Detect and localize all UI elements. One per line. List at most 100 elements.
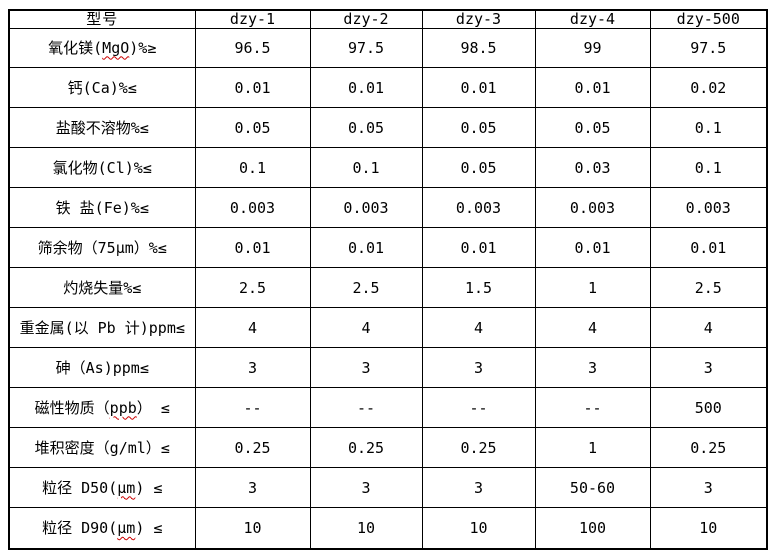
table-cell: 1 — [534, 267, 651, 309]
row-label: 粒径 D90(μm) ≤ — [8, 507, 196, 550]
table-cell: 10 — [309, 507, 423, 550]
table-row: 磁性物质（ppb） ≤ -- -- -- -- 500 — [8, 387, 768, 429]
table-cell: 0.1 — [649, 107, 768, 149]
table-row: 筛余物（75μm）%≤ 0.01 0.01 0.01 0.01 0.01 — [8, 227, 768, 269]
table-row: 重金属(以 Pb 计)ppm≤ 4 4 4 4 4 — [8, 307, 768, 349]
table-cell: 0.003 — [194, 187, 311, 229]
table-row: 粒径 D50(μm) ≤ 3 3 3 50-60 3 — [8, 467, 768, 509]
table-cell: 0.02 — [649, 67, 768, 109]
row-label-text: ） ≤ — [136, 398, 170, 417]
row-label-text: 粒径 D90( — [42, 518, 118, 537]
table-cell: 0.01 — [194, 227, 311, 269]
table-cell: 0.01 — [649, 227, 768, 269]
row-label: 砷（As)ppm≤ — [8, 347, 196, 389]
table-cell: 96.5 — [194, 27, 311, 69]
row-label: 堆积密度（g/ml）≤ — [8, 427, 196, 469]
table-cell: 4 — [421, 307, 536, 349]
table-cell: 2.5 — [309, 267, 423, 309]
table-cell: 0.01 — [534, 67, 651, 109]
table-cell: 500 — [649, 387, 768, 429]
table-cell: 1 — [534, 427, 651, 469]
row-label-text: 重金属(以 Pb 计)ppm≤ — [19, 318, 185, 337]
table-cell: -- — [421, 387, 536, 429]
table-cell: 97.5 — [309, 27, 423, 69]
table-cell: 3 — [649, 347, 768, 389]
table-cell: -- — [534, 387, 651, 429]
table-cell: 4 — [194, 307, 311, 349]
row-label-text: )%≥ — [129, 38, 157, 57]
row-label: 钙(Ca)%≤ — [8, 67, 196, 109]
row-label-text: 盐酸不溶物%≤ — [55, 118, 149, 137]
table-cell: 4 — [649, 307, 768, 349]
table-cell: 10 — [421, 507, 536, 550]
spellcheck-underlined-text: μm — [117, 518, 136, 537]
table-cell: 0.03 — [534, 147, 651, 189]
table-cell: 4 — [309, 307, 423, 349]
table-cell: 3 — [421, 347, 536, 389]
row-label-text: 灼烧失量%≤ — [63, 278, 142, 297]
table-cell: 0.01 — [421, 67, 536, 109]
table-cell: 1.5 — [421, 267, 536, 309]
column-header-dzy1: dzy-1 — [194, 9, 311, 29]
table-cell: 0.05 — [534, 107, 651, 149]
table-cell: 97.5 — [649, 27, 768, 69]
table-cell: 3 — [194, 467, 311, 509]
table-cell: 0.05 — [421, 107, 536, 149]
table-cell: 99 — [534, 27, 651, 69]
table-cell: 0.1 — [309, 147, 423, 189]
row-label-text: 磁性物质（ — [34, 398, 110, 417]
header-row: 型号 dzy-1 dzy-2 dzy-3 dzy-4 dzy-500 — [8, 9, 768, 29]
table-cell: 4 — [534, 307, 651, 349]
column-header-dzy2: dzy-2 — [309, 9, 423, 29]
table-cell: 3 — [534, 347, 651, 389]
table-cell: 0.01 — [534, 227, 651, 269]
row-label-text: 粒径 D50( — [42, 478, 118, 497]
row-label-text: 氧化镁( — [48, 38, 103, 57]
column-header-dzy500: dzy-500 — [649, 9, 768, 29]
table-cell: 0.25 — [309, 427, 423, 469]
table-cell: 0.01 — [309, 227, 423, 269]
table-cell: 0.1 — [194, 147, 311, 189]
table-cell: 0.003 — [649, 187, 768, 229]
table-cell: 0.05 — [309, 107, 423, 149]
row-label-text: 筛余物（75μm）%≤ — [37, 238, 167, 257]
row-label-text: ) ≤ — [135, 518, 163, 537]
table-cell: 0.003 — [309, 187, 423, 229]
table-cell: 3 — [649, 467, 768, 509]
row-label: 铁 盐(Fe)%≤ — [8, 187, 196, 229]
table-cell: 3 — [421, 467, 536, 509]
table-row: 砷（As)ppm≤ 3 3 3 3 3 — [8, 347, 768, 389]
table-row: 堆积密度（g/ml）≤ 0.25 0.25 0.25 1 0.25 — [8, 427, 768, 469]
table-cell: 0.01 — [421, 227, 536, 269]
row-label: 粒径 D50(μm) ≤ — [8, 467, 196, 509]
row-label: 氧化镁(MgO)%≥ — [8, 27, 196, 69]
row-label-text: 氯化物(Cl)%≤ — [52, 158, 152, 177]
column-header-model: 型号 — [8, 9, 196, 29]
table-row: 氧化镁(MgO)%≥ 96.5 97.5 98.5 99 97.5 — [8, 27, 768, 69]
table-cell: 0.01 — [194, 67, 311, 109]
table-cell: 50-60 — [534, 467, 651, 509]
spellcheck-underlined-text: MgO — [102, 38, 130, 57]
table-row: 盐酸不溶物%≤ 0.05 0.05 0.05 0.05 0.1 — [8, 107, 768, 149]
table-cell: 0.003 — [421, 187, 536, 229]
table-cell: 10 — [194, 507, 311, 550]
table-cell: 0.25 — [649, 427, 768, 469]
table-cell: 98.5 — [421, 27, 536, 69]
table-cell: -- — [194, 387, 311, 429]
table-row: 钙(Ca)%≤ 0.01 0.01 0.01 0.01 0.02 — [8, 67, 768, 109]
row-label-text: 堆积密度（g/ml）≤ — [34, 438, 170, 457]
table-cell: 3 — [309, 467, 423, 509]
table-row: 粒径 D90(μm) ≤ 10 10 10 100 10 — [8, 507, 768, 550]
row-label-text: 铁 盐(Fe)%≤ — [55, 198, 149, 217]
table-cell: 0.05 — [194, 107, 311, 149]
row-label: 氯化物(Cl)%≤ — [8, 147, 196, 189]
table-row: 灼烧失量%≤ 2.5 2.5 1.5 1 2.5 — [8, 267, 768, 309]
table-row: 氯化物(Cl)%≤ 0.1 0.1 0.05 0.03 0.1 — [8, 147, 768, 189]
table-cell: 0.25 — [421, 427, 536, 469]
table-cell: 10 — [649, 507, 768, 550]
table-cell: 3 — [309, 347, 423, 389]
row-label: 筛余物（75μm）%≤ — [8, 227, 196, 269]
spellcheck-underlined-text: ppb — [109, 398, 137, 417]
row-label: 盐酸不溶物%≤ — [8, 107, 196, 149]
table-cell: 100 — [534, 507, 651, 550]
